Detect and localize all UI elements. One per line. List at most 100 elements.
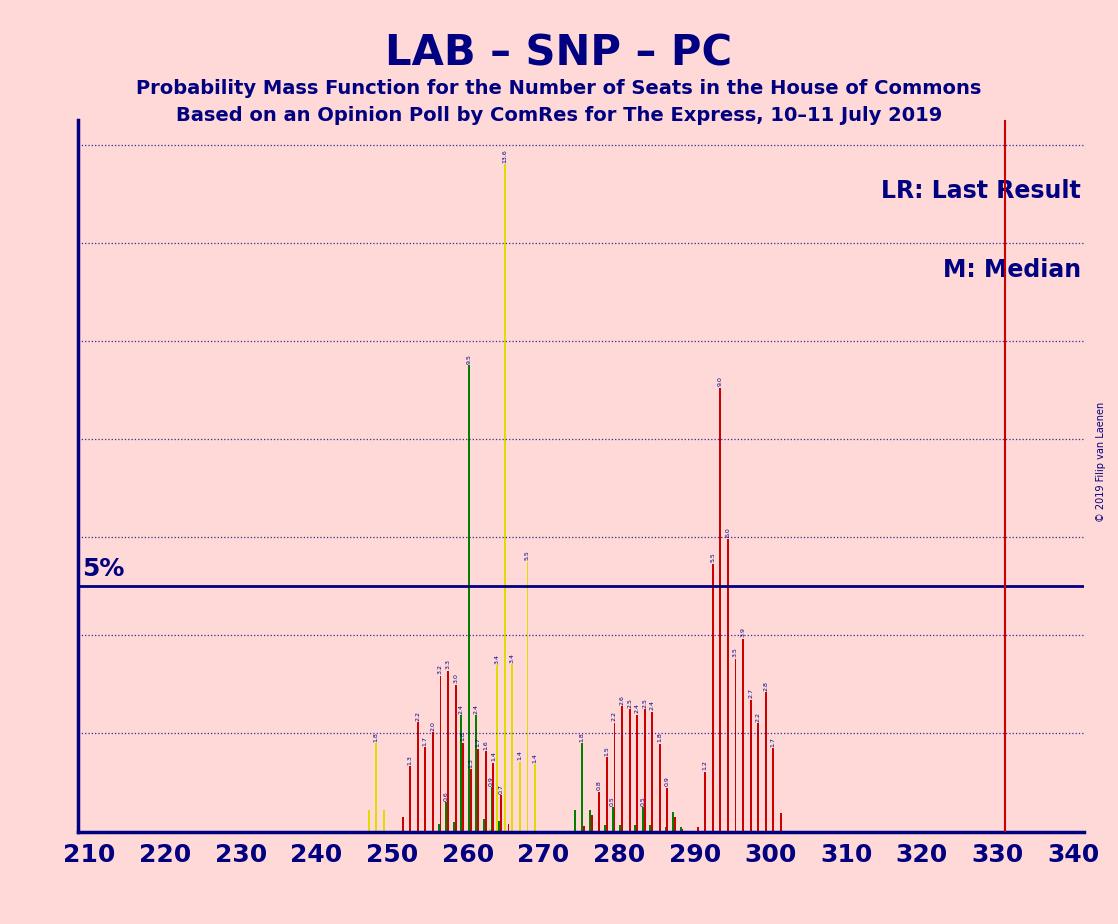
Text: 2.2: 2.2 xyxy=(415,711,420,721)
Bar xyxy=(489,829,491,832)
Bar xyxy=(612,807,614,832)
Text: M: Median: M: Median xyxy=(942,258,1081,282)
Bar xyxy=(598,792,600,832)
Text: 1.8: 1.8 xyxy=(657,733,662,742)
Text: 1.3: 1.3 xyxy=(468,758,473,768)
Bar xyxy=(534,764,536,832)
Bar xyxy=(664,827,666,832)
Bar xyxy=(757,723,759,832)
Bar xyxy=(477,748,480,832)
Bar xyxy=(584,826,585,832)
Bar xyxy=(496,665,499,832)
Text: 1.7: 1.7 xyxy=(423,736,428,746)
Bar xyxy=(409,766,411,832)
Bar xyxy=(500,795,502,832)
Bar xyxy=(712,564,713,832)
Bar xyxy=(773,748,775,832)
Bar xyxy=(606,757,608,832)
Text: 3.9: 3.9 xyxy=(740,627,746,638)
Text: 1.4: 1.4 xyxy=(518,750,522,760)
Text: 0.8: 0.8 xyxy=(597,781,601,790)
Text: LR: Last Result: LR: Last Result xyxy=(881,179,1081,203)
Bar xyxy=(574,809,576,832)
Text: 2.4: 2.4 xyxy=(458,704,464,713)
Bar xyxy=(382,809,385,832)
Text: 2.7: 2.7 xyxy=(748,688,754,699)
Bar xyxy=(581,743,584,832)
Text: 1.6: 1.6 xyxy=(483,740,489,749)
Bar xyxy=(652,712,653,832)
Text: 2.8: 2.8 xyxy=(764,681,768,690)
Bar xyxy=(439,675,442,832)
Text: 3.0: 3.0 xyxy=(453,674,458,683)
Text: 0.5: 0.5 xyxy=(610,796,615,806)
Bar xyxy=(674,818,676,832)
Text: 1.7: 1.7 xyxy=(770,736,776,747)
Text: 2.4: 2.4 xyxy=(635,703,639,713)
Bar xyxy=(453,822,455,832)
Text: 3.2: 3.2 xyxy=(438,664,443,675)
Text: LAB – SNP – PC: LAB – SNP – PC xyxy=(386,32,732,74)
Bar xyxy=(780,813,781,832)
Text: 3.4: 3.4 xyxy=(494,654,500,663)
Text: 1.4: 1.4 xyxy=(532,753,538,763)
Bar xyxy=(447,671,449,832)
Text: 9.0: 9.0 xyxy=(718,377,723,386)
Bar xyxy=(704,772,707,832)
Text: 9.5: 9.5 xyxy=(466,354,472,364)
Text: 0.5: 0.5 xyxy=(641,796,645,806)
Bar xyxy=(508,823,510,832)
Text: 1.5: 1.5 xyxy=(605,746,609,756)
Text: 2.2: 2.2 xyxy=(612,711,617,722)
Bar xyxy=(604,825,606,832)
Bar xyxy=(672,812,674,832)
Bar xyxy=(622,706,623,832)
Bar xyxy=(650,825,652,832)
Bar xyxy=(417,723,419,832)
Bar xyxy=(492,762,494,832)
Text: 1.2: 1.2 xyxy=(703,760,708,771)
Bar xyxy=(467,366,470,832)
Bar xyxy=(461,715,462,832)
Bar xyxy=(719,388,721,832)
Bar xyxy=(750,699,751,832)
Text: 0.9: 0.9 xyxy=(489,776,494,786)
Text: 1.8: 1.8 xyxy=(373,732,379,742)
Text: 2.0: 2.0 xyxy=(430,721,435,731)
Bar xyxy=(659,744,661,832)
Text: 3.4: 3.4 xyxy=(510,652,514,663)
Text: © 2019 Filip van Laenen: © 2019 Filip van Laenen xyxy=(1097,402,1106,522)
Bar xyxy=(425,748,426,832)
Bar xyxy=(666,788,669,832)
Text: 5.5: 5.5 xyxy=(525,551,530,560)
Bar xyxy=(619,825,622,832)
Bar xyxy=(470,769,472,832)
Bar xyxy=(462,743,464,832)
Bar xyxy=(485,751,486,832)
Text: 5%: 5% xyxy=(82,557,124,581)
Text: 2.2: 2.2 xyxy=(756,711,760,722)
Bar xyxy=(511,664,513,832)
Bar xyxy=(519,761,521,832)
Text: 1.4: 1.4 xyxy=(491,751,496,761)
Bar xyxy=(455,685,456,832)
Text: 5.5: 5.5 xyxy=(710,553,716,562)
Text: 13.6: 13.6 xyxy=(502,149,508,163)
Bar xyxy=(483,819,485,832)
Text: 2.6: 2.6 xyxy=(619,695,625,704)
Text: 1.7: 1.7 xyxy=(476,737,481,748)
Text: 1.8: 1.8 xyxy=(461,732,466,741)
Bar xyxy=(735,659,737,832)
Bar xyxy=(680,827,682,832)
Bar xyxy=(475,715,477,832)
Bar xyxy=(644,710,646,832)
Text: Probability Mass Function for the Number of Seats in the House of Commons: Probability Mass Function for the Number… xyxy=(136,79,982,98)
Bar xyxy=(445,802,447,832)
Bar xyxy=(589,809,590,832)
Bar xyxy=(765,692,767,832)
Bar xyxy=(628,710,631,832)
Bar xyxy=(742,638,743,832)
Bar xyxy=(727,539,729,832)
Text: 1.8: 1.8 xyxy=(580,732,585,742)
Text: 6.0: 6.0 xyxy=(726,528,730,537)
